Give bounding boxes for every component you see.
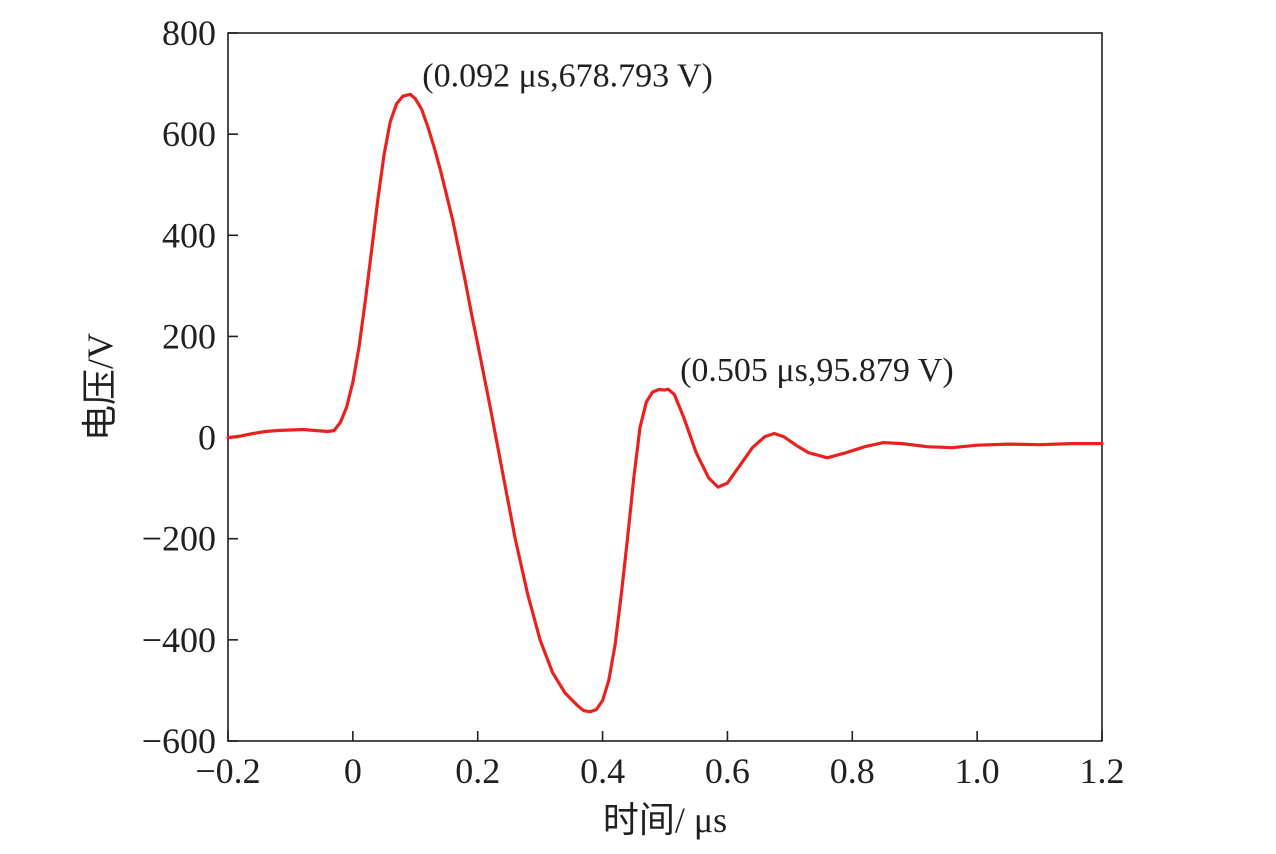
x-axis-title: 时间/ μs [603,800,727,840]
y-tick-label: 0 [198,418,216,458]
x-tick-label: 1.0 [955,751,1000,791]
peak-annotation: (0.505 μs,95.879 V) [680,352,954,389]
x-tick-label: 0.2 [455,751,500,791]
x-tick-label: 0 [344,751,362,791]
y-tick-label: 200 [162,316,216,356]
y-tick-label: −600 [142,721,216,761]
y-axis-title: 电压/V [80,333,120,441]
plot-frame [227,32,1103,742]
y-tick-label: 800 [162,13,216,53]
y-tick-label: 600 [162,114,216,154]
x-tick-label: 0.8 [830,751,875,791]
x-tick-label: 1.2 [1080,751,1125,791]
y-tick-label: −400 [142,620,216,660]
peak-annotation: (0.092 μs,678.793 V) [422,57,713,94]
y-tick-label: 400 [162,215,216,255]
x-tick-label: 0.4 [580,751,625,791]
x-tick-label: −0.2 [195,751,260,791]
y-tick-label: −200 [142,519,216,559]
voltage-series-line [226,92,1104,714]
x-tick-label: 0.6 [705,751,750,791]
